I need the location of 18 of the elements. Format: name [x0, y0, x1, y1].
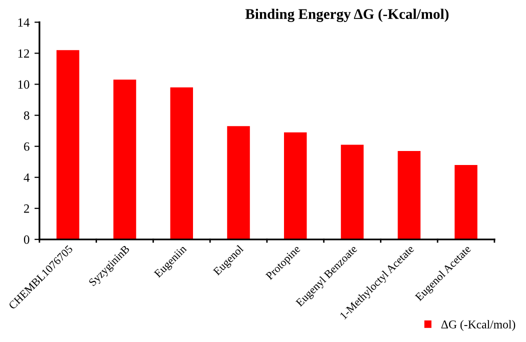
bar	[340, 144, 364, 240]
y-tick-label: 8	[24, 111, 30, 120]
y-tick-label: 2	[24, 204, 30, 213]
y-tick-label: 0	[24, 235, 30, 244]
y-tick-label: 6	[24, 142, 30, 151]
bar	[454, 164, 478, 240]
y-tick-label: 14	[18, 18, 30, 27]
y-tick-label: 10	[18, 80, 30, 89]
bar	[56, 50, 80, 240]
y-tick-label: 12	[18, 49, 30, 58]
bar	[170, 87, 194, 240]
bar	[284, 132, 307, 240]
y-tick-label: 4	[24, 173, 30, 182]
legend-label: ΔG (-Kcal/mol)	[441, 320, 516, 331]
bar	[398, 150, 421, 240]
chart-title: Binding Engergy ΔG (-Kcal/mol)	[245, 8, 449, 22]
bar	[227, 126, 250, 240]
bar	[113, 80, 136, 240]
